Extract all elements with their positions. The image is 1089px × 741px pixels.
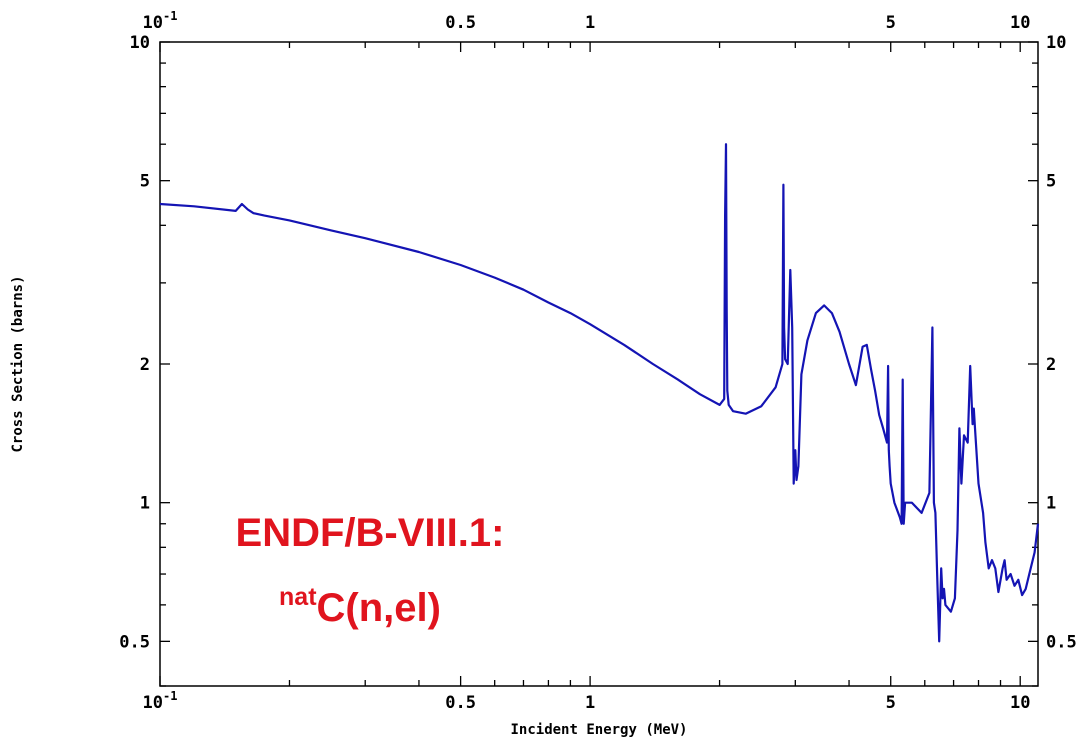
y-tick-label-left: 1 xyxy=(140,494,150,514)
axis-ticks xyxy=(159,41,1038,687)
y-tick-label-right: 1 xyxy=(1046,494,1056,514)
x-axis-title: Incident Energy (MeV) xyxy=(510,722,687,738)
series-layer xyxy=(159,143,1040,643)
y-axis-title: Cross Section (barns) xyxy=(10,275,26,452)
x-tick-label-top: 10-1 xyxy=(143,9,178,33)
axis-tick-labels: 10-1 10-1 0.5 0.5 1 1 5 5 10 10 10 10 5 5 2 2 1 1 0.5 0.5 xyxy=(119,9,1076,713)
x-tick-label-bottom: 1 xyxy=(585,693,595,713)
y-tick-label-right: 5 xyxy=(1046,172,1056,192)
y-tick-label-left: 2 xyxy=(140,355,150,375)
y-tick-label-left: 0.5 xyxy=(119,632,150,652)
x-tick-label-bottom: 5 xyxy=(886,693,896,713)
x-tick-label-top: 0.5 xyxy=(445,13,476,33)
annotation-reaction-main: C(n,el) xyxy=(317,586,441,630)
annotation-library: ENDF/B-VIII.1: xyxy=(236,511,505,555)
x-tick-label-bottom: 10-1 xyxy=(143,689,178,713)
y-tick-label-left: 5 xyxy=(140,172,150,192)
x-tick-label-bottom: 0.5 xyxy=(445,693,476,713)
series-line-0 xyxy=(159,143,1040,643)
y-tick-label-left: 10 xyxy=(130,33,150,53)
x-tick-label-top: 10 xyxy=(1010,13,1030,33)
y-tick-label-right: 10 xyxy=(1046,33,1066,53)
y-tick-label-right: 0.5 xyxy=(1046,632,1077,652)
x-tick-label-bottom: 10 xyxy=(1010,693,1030,713)
y-tick-label-right: 2 xyxy=(1046,355,1056,375)
annotation-reaction: natC(n,el) xyxy=(279,583,441,630)
x-tick-label-top: 1 xyxy=(585,13,595,33)
annotation-reaction-superscript: nat xyxy=(279,583,317,611)
x-tick-label-top: 5 xyxy=(886,13,896,33)
